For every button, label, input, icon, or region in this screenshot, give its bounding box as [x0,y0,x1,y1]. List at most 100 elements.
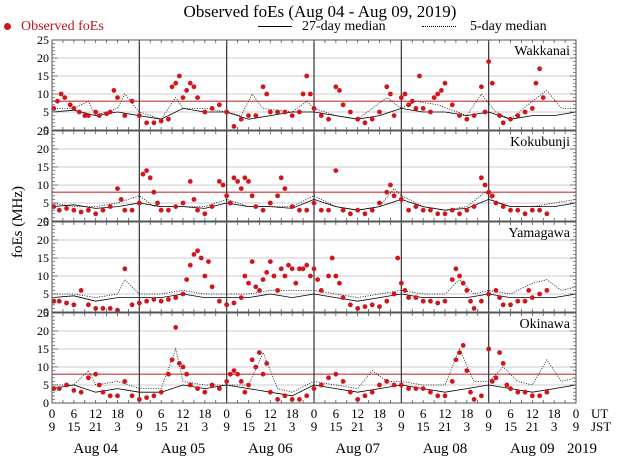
observed-point [166,371,171,377]
observed-point [318,113,324,118]
observed-point [282,273,288,279]
observed-point [391,291,397,297]
observed-point [340,379,346,384]
x-tick-label-ut: 12 [526,406,539,421]
station-label: Wakkanai [514,44,570,59]
observed-point [238,295,244,300]
observed-point [406,207,412,213]
y-axis-label: foEs (MHz) [10,186,26,258]
observed-point [417,73,422,79]
red-dot-icon [4,23,11,31]
observed-point [340,102,346,108]
x-tick-label-jst: 3 [202,419,209,434]
observed-point [297,266,302,272]
observed-point [500,204,506,210]
observed-point [271,273,277,279]
observed-point [457,113,462,118]
observed-point [191,84,197,90]
observed-point [300,91,306,97]
observed-point [497,350,502,355]
observed-point [508,302,513,308]
observed-point [428,207,433,213]
observed-point [377,109,382,115]
observed-point [493,375,499,381]
day-label: Aug 04 [73,441,118,457]
observed-point [377,200,382,206]
observed-point [242,389,248,395]
observed-point [347,109,353,115]
observed-point [216,179,222,184]
observed-point [347,211,353,217]
observed-point [377,382,382,388]
observed-point [76,109,82,115]
x-tick-label-ut: 12 [89,406,102,421]
observed-point [318,288,324,293]
observed-point [402,91,408,97]
observed-point [409,98,415,104]
observed-point [355,306,361,311]
x-tick-label-ut: 12 [439,406,452,421]
observed-point [169,357,175,363]
observed-point [169,84,175,90]
day-label: Aug 06 [248,441,293,457]
observed-point [85,113,91,118]
x-tick-label-jst: 3 [376,419,383,434]
observed-point [187,80,193,86]
observed-point [227,371,233,377]
observed-point [337,280,342,286]
observed-point [151,393,157,399]
observed-point [464,368,470,373]
observed-point [478,84,484,90]
observed-point [337,88,342,93]
panel-kokubunji: 0 5 10 15 20 25 Kokubunji [37,124,577,228]
observed-point [489,80,495,86]
observed-point [515,113,521,118]
observed-point [115,393,120,399]
observed-point [249,259,255,264]
observed-point [413,295,419,300]
observed-point [304,262,310,268]
observed-point [464,288,470,293]
observed-point [457,350,462,355]
observed-point [329,255,335,261]
y-tick-label: 0 [43,214,49,228]
observed-point [362,393,368,399]
observed-point [173,295,179,300]
observed-point [508,386,513,391]
observed-point [71,106,77,111]
observed-point [115,186,120,192]
observed-point [100,389,106,395]
observed-point [275,397,281,402]
observed-point [515,298,521,304]
observed-point [406,386,412,391]
legend-observed: Observed foEs [4,19,104,35]
observed-point [257,350,262,355]
x-tick-label-jst: 15 [329,419,342,434]
legend-27day-label: 27-day median [302,19,386,34]
observed-point [206,259,211,264]
observed-point [544,288,550,293]
observed-point [522,211,528,217]
observed-point [93,371,99,377]
observed-point [136,200,142,206]
observed-point [227,200,233,206]
y-tick-label: 5 [43,105,49,119]
x-tick-label-jst: 3 [464,419,471,434]
x-tick-label-jst: 9 [136,419,143,434]
observed-point [216,386,222,391]
observed-point [297,109,302,115]
observed-point [471,113,477,118]
observed-point [260,277,266,282]
x-tick-label-ut: 0 [136,406,143,421]
observed-point [311,266,317,272]
observed-point [147,175,153,181]
station-label: Kokubunji [510,135,570,150]
observed-point [82,113,88,118]
observed-point [136,300,142,306]
observed-point [122,379,128,384]
observed-point [464,207,470,213]
observed-point [391,113,397,118]
observed-point [347,389,353,395]
x-tick-label-jst: 9 [573,419,580,434]
observed-point [326,207,331,213]
